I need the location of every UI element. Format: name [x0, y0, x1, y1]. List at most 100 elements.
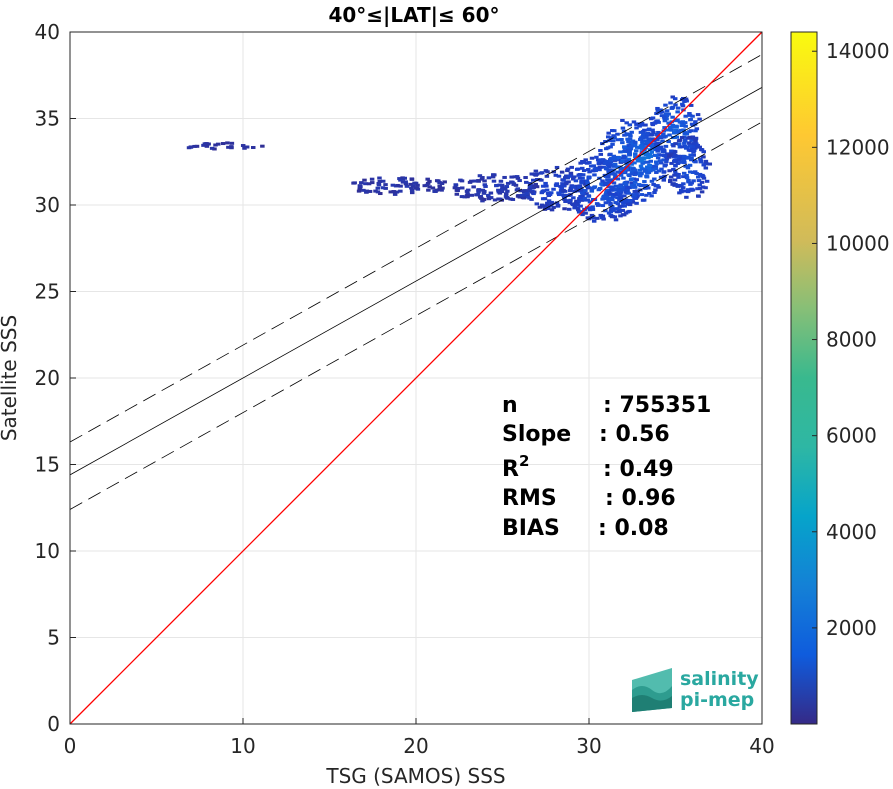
density-cell [599, 158, 604, 162]
density-cell [427, 185, 432, 189]
density-cell [604, 197, 609, 201]
density-cell [515, 187, 521, 191]
density-cell [616, 189, 621, 193]
density-cell [648, 159, 653, 163]
density-cell [565, 176, 570, 180]
density-cell [571, 196, 576, 200]
density-cell [579, 198, 585, 202]
density-cell [488, 196, 494, 200]
density-cell [611, 164, 617, 168]
density-cell [351, 181, 356, 185]
density-cell [685, 190, 691, 194]
density-cell [688, 153, 693, 157]
density-cell [226, 145, 231, 149]
density-cell [192, 144, 197, 148]
density-cell [459, 186, 465, 190]
density-cell [629, 181, 635, 185]
density-cell [548, 191, 554, 195]
density-cell [454, 192, 460, 196]
density-cell [587, 175, 592, 179]
density-cell [671, 167, 676, 171]
density-cell [655, 137, 660, 141]
density-cell [656, 153, 662, 157]
density-cell [622, 194, 627, 198]
density-cell [377, 176, 382, 180]
density-cell [615, 165, 620, 169]
y-tick-label: 0 [47, 712, 60, 736]
density-cell [677, 183, 682, 187]
density-cell [629, 144, 634, 148]
density-cell [672, 173, 677, 177]
density-cell [647, 164, 653, 168]
density-cell [646, 127, 652, 131]
density-cell [632, 183, 637, 187]
density-cell [440, 186, 445, 190]
density-cell [629, 172, 635, 176]
density-cell [693, 136, 699, 140]
density-cell [578, 189, 584, 193]
density-cell [677, 138, 683, 142]
density-cell [648, 139, 654, 143]
density-cell [661, 158, 666, 162]
density-cell [687, 163, 693, 167]
density-cell [537, 205, 543, 209]
density-cell [525, 195, 531, 199]
density-cell [209, 146, 215, 150]
density-cell [639, 121, 645, 125]
density-cell [486, 176, 492, 180]
density-cell [650, 137, 655, 141]
density-cell [544, 184, 549, 188]
density-cell [580, 159, 585, 163]
density-cell [627, 166, 632, 170]
density-cell [244, 145, 250, 149]
density-cell [551, 206, 556, 210]
density-cell [643, 139, 649, 143]
density-cell [627, 209, 632, 213]
density-cell [630, 139, 636, 143]
density-cell [622, 156, 627, 160]
density-cell [697, 183, 702, 187]
density-cell [642, 142, 648, 146]
density-cell [585, 181, 590, 185]
density-cell [656, 147, 662, 151]
density-cell [678, 188, 684, 192]
density-cell [638, 174, 643, 178]
density-cell [561, 188, 566, 192]
density-cell [589, 189, 595, 193]
density-cell [618, 190, 624, 194]
density-cell [661, 115, 667, 119]
density-cell [680, 102, 685, 106]
density-cell [520, 193, 525, 197]
density-cell [620, 141, 625, 145]
density-cell [673, 142, 678, 146]
density-cell [496, 197, 501, 201]
density-cell [527, 181, 533, 185]
density-cell [650, 116, 656, 120]
density-cell [633, 152, 638, 156]
density-cell [625, 202, 631, 206]
density-cell [692, 170, 698, 174]
density-cell [572, 206, 577, 210]
stat-value: : 0.08 [598, 516, 669, 541]
density-cell [649, 143, 655, 147]
density-cell [620, 126, 626, 130]
density-cell [477, 195, 483, 199]
density-cell [646, 156, 651, 160]
density-cell [558, 185, 563, 189]
density-cell [603, 166, 609, 170]
density-cell [403, 180, 408, 184]
density-cell [640, 198, 646, 202]
density-cell [656, 169, 662, 173]
stat-value: : 0.49 [603, 457, 674, 482]
density-cell [476, 190, 481, 194]
density-cell [627, 198, 633, 202]
density-cell [632, 189, 638, 193]
density-cell [620, 118, 625, 122]
density-cell [664, 109, 670, 113]
density-cell [369, 177, 375, 181]
density-cell [653, 160, 659, 164]
density-cell [644, 132, 649, 136]
density-cell [640, 183, 646, 187]
density-cell [587, 200, 593, 204]
